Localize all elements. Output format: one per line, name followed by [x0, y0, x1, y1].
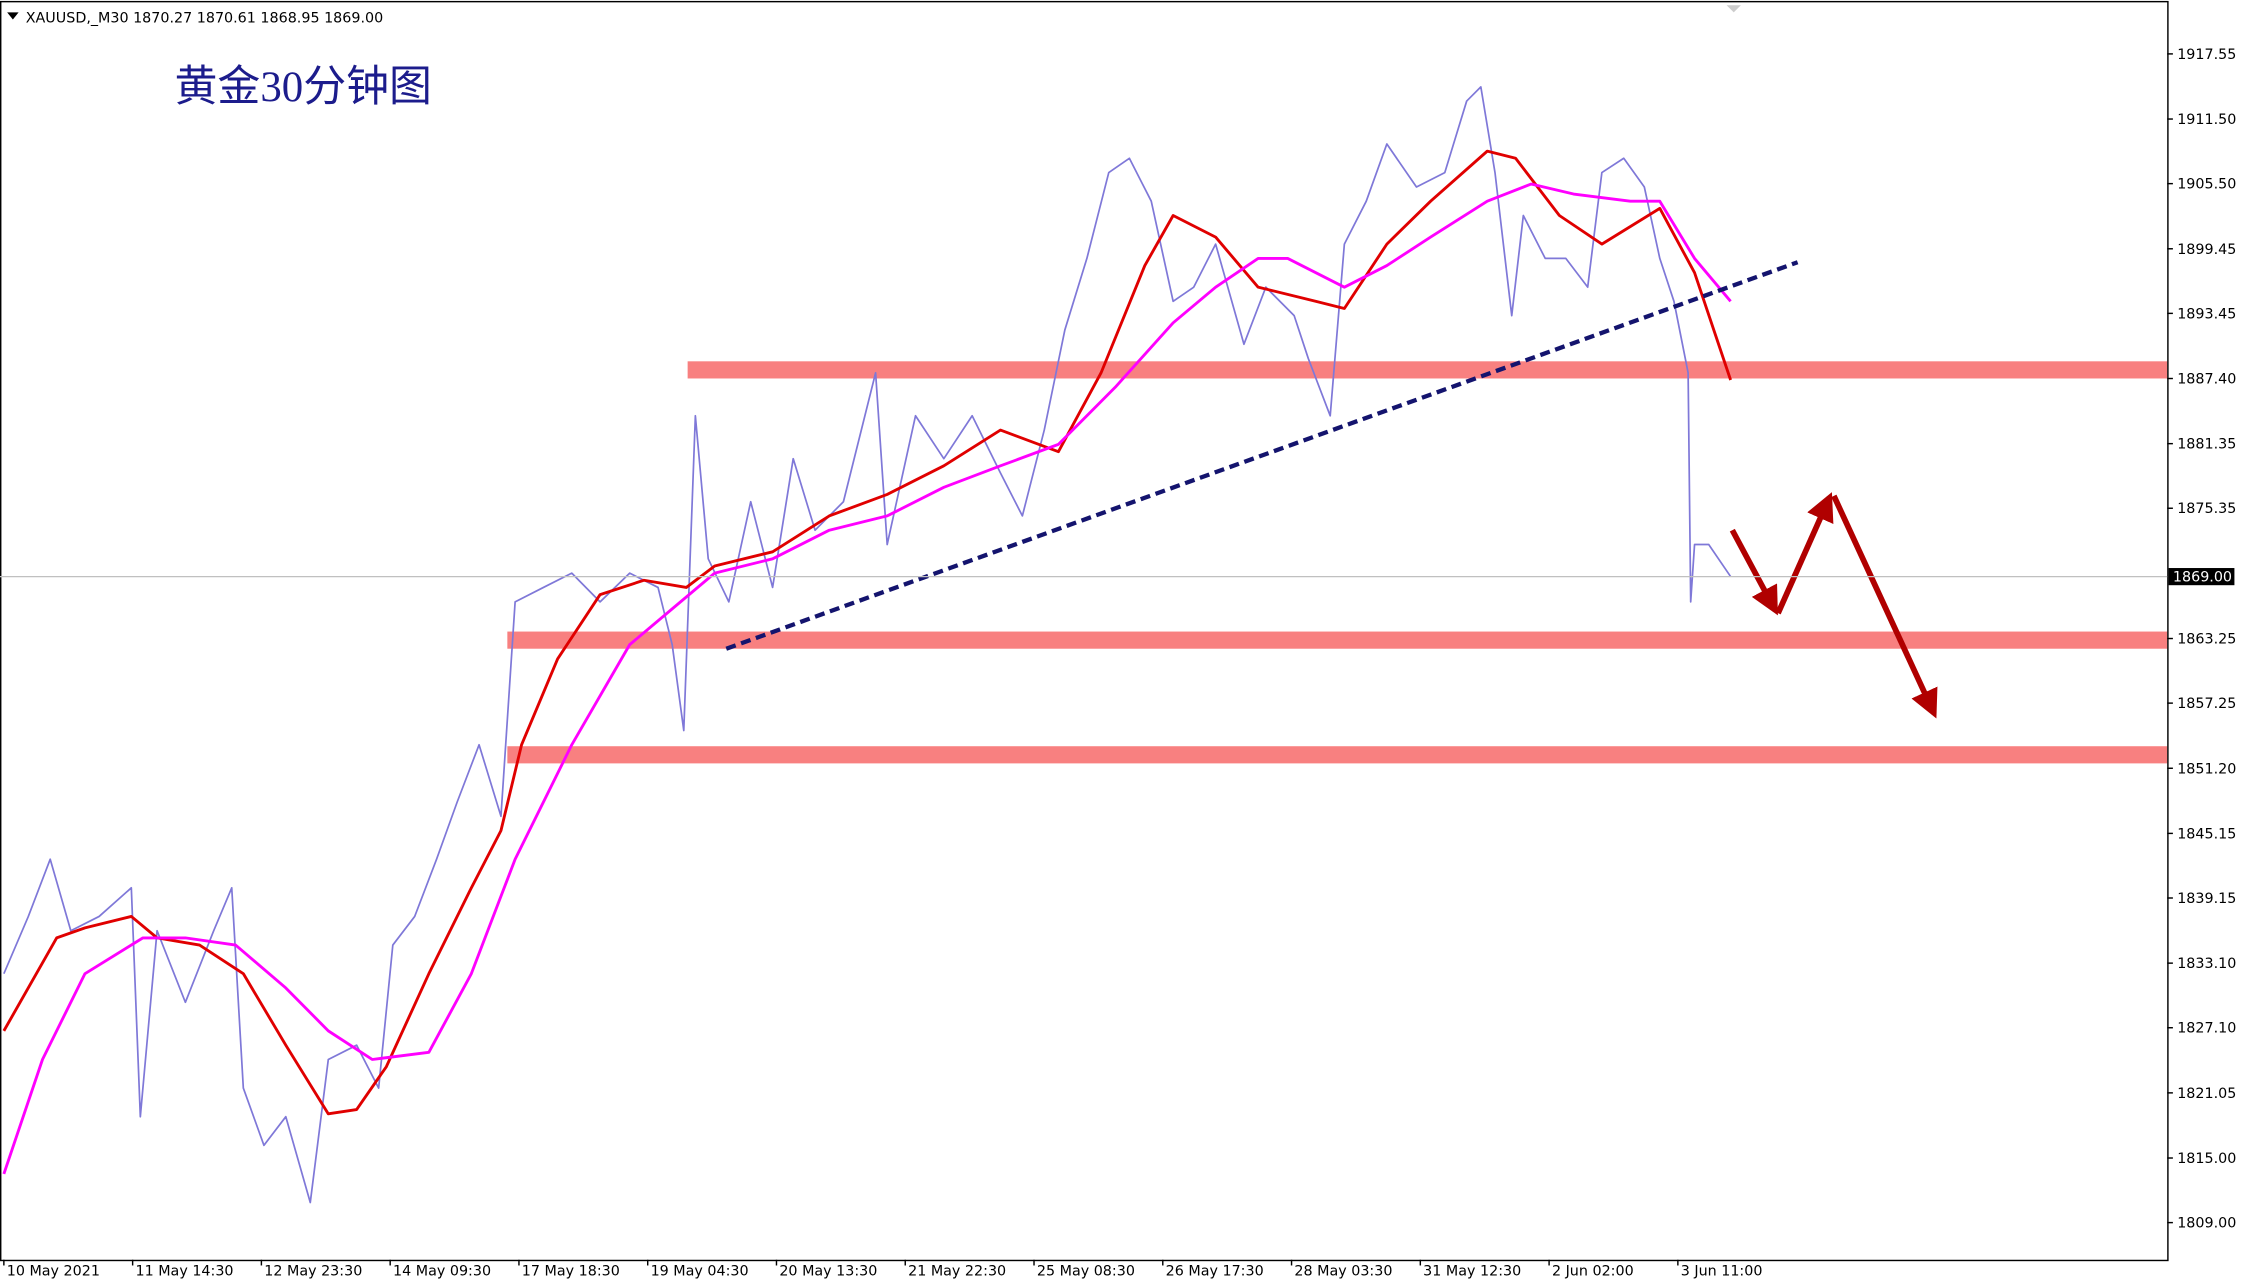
x-tick-label: 2 Jun 02:00	[1552, 1263, 1634, 1279]
x-tick-label: 26 May 17:30	[1166, 1263, 1264, 1279]
forecast-arrows	[1729, 492, 1938, 719]
moving-average	[2, 182, 1732, 1175]
y-tick-label: 1899.45	[2177, 242, 2236, 258]
current-price-label: 1869.00	[2173, 570, 2232, 586]
x-tick-label: 3 Jun 11:00	[1681, 1263, 1763, 1279]
y-tick-label: 1815.00	[2177, 1151, 2236, 1167]
x-tick-label: 21 May 22:30	[908, 1263, 1006, 1279]
x-tick-label: 14 May 09:30	[393, 1263, 491, 1279]
current-price-box	[2168, 568, 2235, 586]
x-tick-label: 25 May 08:30	[1037, 1263, 1135, 1279]
y-tick-label: 1893.45	[2177, 306, 2236, 322]
y-tick-label: 1905.50	[2177, 177, 2236, 193]
x-tick-label: 28 May 03:30	[1294, 1263, 1392, 1279]
plot-frame	[0, 0, 2169, 1262]
y-tick-label: 1875.35	[2177, 501, 2236, 517]
trendline	[725, 260, 1799, 651]
arrow	[1729, 528, 1778, 616]
y-tick-label: 1857.25	[2177, 696, 2236, 712]
chart-title: 黄金30分钟图	[175, 63, 432, 111]
y-tick-label: 1809.00	[2177, 1216, 2236, 1232]
x-tick-label: 19 May 04:30	[651, 1263, 749, 1279]
header-icon	[7, 12, 19, 20]
y-tick-label: 1917.55	[2177, 47, 2236, 63]
support-zone	[507, 631, 2168, 649]
y-tick-label: 1911.50	[2177, 112, 2236, 128]
arrow	[1831, 494, 1938, 719]
y-tick-label: 1863.25	[2177, 632, 2236, 648]
y-tick-label: 1845.15	[2177, 826, 2236, 842]
price-line	[3, 86, 1732, 1204]
y-tick-label: 1821.05	[2177, 1086, 2236, 1102]
y-tick-label: 1827.10	[2177, 1021, 2236, 1037]
x-tick-label: 10 May 2021	[7, 1263, 100, 1279]
support-zone	[687, 361, 2168, 379]
y-tick-label: 1833.10	[2177, 956, 2236, 972]
y-tick-label: 1839.15	[2177, 891, 2236, 907]
y-tick-label: 1887.40	[2177, 372, 2236, 388]
support-zone	[507, 746, 2168, 764]
scroll-marker	[1726, 5, 1741, 13]
x-tick-label: 17 May 18:30	[522, 1263, 620, 1279]
x-tick-label: 31 May 12:30	[1423, 1263, 1521, 1279]
x-tick-label: 11 May 14:30	[135, 1263, 233, 1279]
x-tick-label: 12 May 23:30	[264, 1263, 362, 1279]
y-tick-label: 1881.35	[2177, 437, 2236, 453]
x-tick-label: 20 May 13:30	[779, 1263, 877, 1279]
moving-average	[2, 149, 1732, 1116]
symbol-header: XAUUSD,_M30 1870.27 1870.61 1868.95 1869…	[26, 10, 383, 26]
arrow	[1775, 492, 1834, 615]
y-tick-label: 1851.20	[2177, 761, 2236, 777]
